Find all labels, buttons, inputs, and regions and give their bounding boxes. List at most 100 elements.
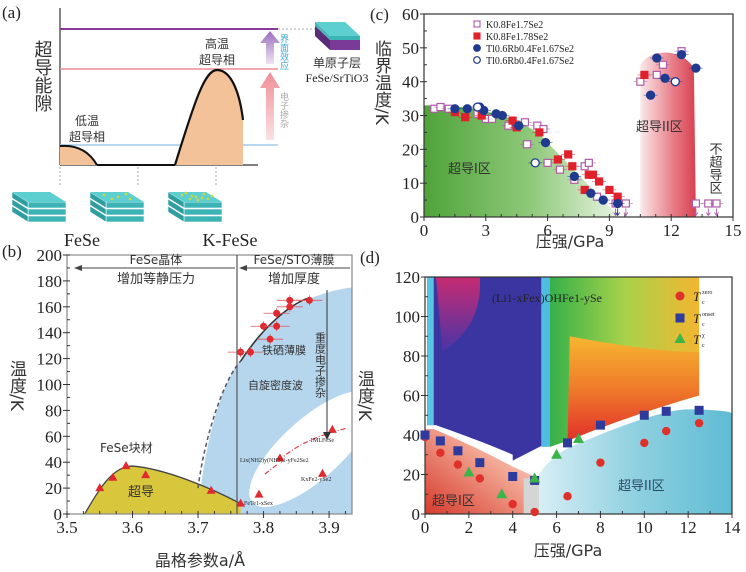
data-point-circle: [586, 188, 596, 198]
sc1-region: [424, 105, 620, 217]
y-tick-label: 0: [411, 208, 420, 227]
arrowhead-left-crystal: [74, 265, 82, 271]
legend-label-T: T: [693, 311, 701, 326]
dopant-dot: [200, 196, 204, 200]
y-tick-label: 0: [54, 505, 63, 524]
film-point: [305, 296, 313, 304]
legend-label-sup: χ: [702, 333, 705, 339]
film-point: [266, 335, 274, 343]
dopant-dot: [116, 195, 120, 199]
doped-triangle: [254, 489, 264, 498]
upper-limit-arrow: [714, 208, 719, 217]
doping-arrowhead-icon: [323, 432, 331, 440]
layered-stack-fese-icon: [11, 191, 67, 223]
data-point-square: [584, 158, 593, 167]
stack-layer-front: [105, 215, 145, 223]
panel-label-b: (b): [2, 242, 22, 261]
stack-layer-side: [167, 205, 185, 223]
y-tick-label: 140: [37, 324, 63, 343]
doped-triangle: [275, 453, 285, 462]
layered-stack-k-fese-icon: [167, 191, 223, 223]
legend-label-sup: zero: [702, 290, 712, 296]
annot-fete: FeTe1-xSex: [244, 501, 273, 507]
dopant-dot: [194, 195, 198, 199]
tc-zero-point: [596, 458, 605, 467]
legend-marker-circle: [473, 56, 481, 64]
data-point-square: [594, 177, 604, 186]
dome-low-temp-edge: [59, 144, 98, 166]
data-point-square: [712, 199, 721, 208]
legend-label-T: T: [693, 289, 701, 304]
legend-marker-circle: [473, 44, 481, 52]
x-tick-label: 8: [596, 518, 605, 537]
x-tick-label: 10: [636, 518, 653, 537]
doped-ellipse: [249, 391, 352, 507]
data-point-circle: [676, 49, 687, 60]
dopant-dot: [210, 194, 214, 198]
doping-label: 电子掺杂: [278, 91, 289, 128]
tc-onset-point: [475, 458, 485, 468]
x-tick-label: 12: [663, 221, 680, 240]
data-point-square: [522, 140, 532, 149]
legend-marker-square: [675, 313, 685, 323]
data-point-square: [543, 158, 552, 167]
data-point-circle: [652, 53, 662, 63]
panel-label-c: (c): [370, 5, 389, 24]
legend-marker-triangle: [674, 333, 686, 343]
material-label-fese: FeSe: [64, 230, 100, 250]
tc-zero-point: [453, 460, 463, 469]
legend-label-sub: c: [702, 322, 705, 328]
stack-layer-front: [27, 201, 67, 209]
ylabel-b: 温度/K: [6, 360, 27, 412]
dopant-dot: [188, 197, 192, 201]
x-tick-label: 9: [605, 221, 614, 240]
y-tick-label: 10: [402, 174, 419, 193]
legend-label: Tl0.6Rb0.4Fe1.67Se2: [486, 44, 574, 55]
dopant-dot: [124, 192, 128, 196]
tc-chi-point: [529, 472, 541, 483]
monolayer-label-line1: 单原子层: [313, 56, 361, 70]
data-point-square: [636, 77, 645, 86]
stack-layer-side: [11, 191, 29, 209]
edge-cyan-strip: [427, 277, 434, 426]
annot-li-nh: Lix(NH2)y(NH3)1-yFe2Se2: [240, 457, 309, 464]
y-tick-label: 200: [37, 246, 63, 265]
compound-label: (Li1-xFex)OHFe1-ySe: [492, 291, 602, 305]
xlabel-b: 晶格参数a/Å: [155, 551, 245, 570]
stack-layer-side: [89, 205, 107, 223]
high-phase-line1: 高温: [205, 36, 229, 51]
y-tick-label: 60: [402, 5, 419, 24]
bulk-triangle: [121, 461, 131, 470]
transition-gray-region: [523, 478, 540, 514]
data-point-circle: [497, 110, 507, 121]
x-tick-label: 3.9: [318, 518, 339, 537]
ylabel-d: 温度/K: [354, 370, 375, 422]
x-tick-label: 0: [420, 221, 429, 240]
data-point-circle: [670, 77, 680, 87]
y-tick-label: 20: [402, 140, 419, 159]
y-tick-label: 60: [45, 427, 62, 446]
data-point-square: [535, 128, 544, 137]
tc-onset-point: [639, 410, 649, 420]
header-right-line2: 增加厚度: [268, 271, 320, 287]
interface-arrow-icon: [260, 31, 280, 64]
data-point-square: [436, 102, 445, 112]
region-label-film: 铁硒薄膜: [262, 343, 306, 357]
y-tick-label: 20: [45, 479, 62, 498]
legend-label: Tl0.6Rb0.4Fe1.67Se2: [486, 56, 574, 67]
data-point-square: [555, 165, 565, 174]
panel-label-d: (d): [360, 248, 380, 267]
legend-label: K0.8Fe1.7Se2: [486, 20, 543, 31]
legend-label-sub: c: [702, 300, 705, 306]
tc-chi-point: [551, 448, 563, 459]
film-point: [246, 348, 254, 356]
data-point-circle: [540, 137, 551, 148]
x-tick-label: 2: [465, 518, 474, 537]
annot-k-fese: KxFe2-ySe2: [301, 477, 331, 483]
tc-onset-point: [435, 436, 445, 446]
bulk-triangle: [95, 483, 105, 492]
y-tick-label: 80: [403, 347, 420, 366]
data-point-square: [508, 116, 517, 125]
data-point-square: [553, 155, 563, 164]
panel-a: (a) 超导能隙 低温 超导相 高温 超导相 界面效应 电子掺杂 单原子: [2, 3, 368, 250]
